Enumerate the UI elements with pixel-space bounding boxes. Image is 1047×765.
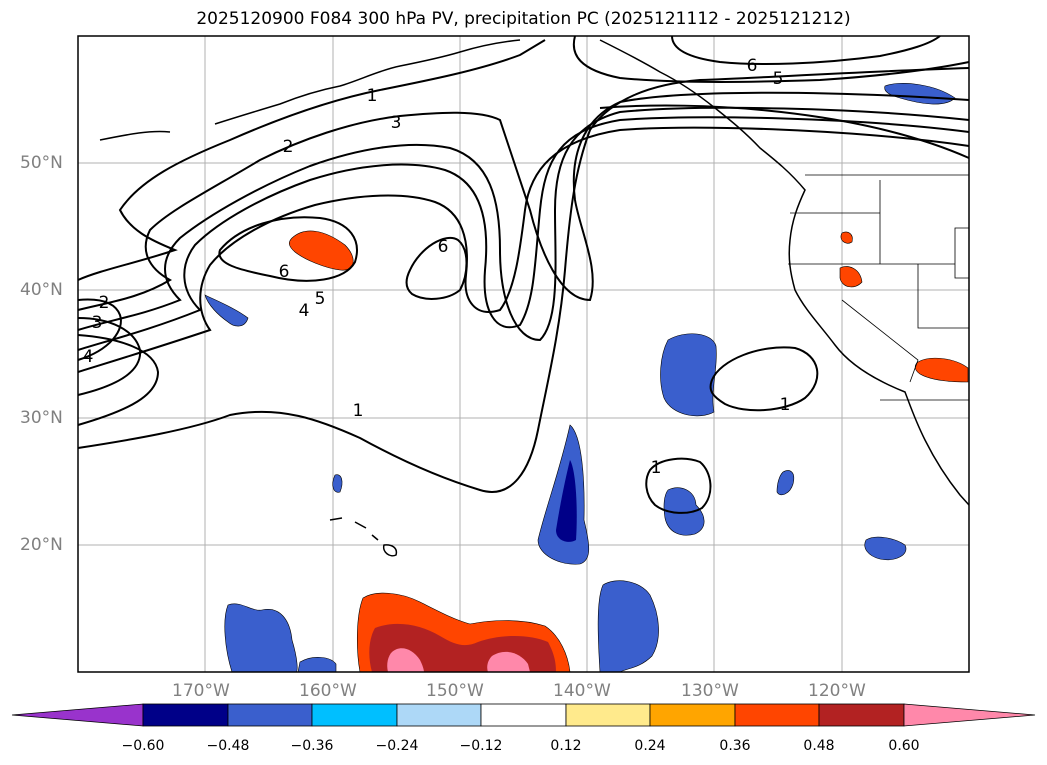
contour-label: 6 [438, 237, 449, 257]
map-frame-bg [78, 36, 969, 672]
colorbar-swatch-4 [396, 703, 482, 727]
contour-ne-extra [599, 104, 970, 159]
precip-neg-south-center [663, 487, 705, 536]
lat-label: 40°N [20, 280, 63, 300]
colorbar-swatch-0 [11, 703, 144, 727]
pv-contours [77, 35, 970, 514]
contour-label: 3 [391, 113, 402, 133]
precip-pos-1 [289, 230, 354, 271]
colorbar-swatch-6 [565, 703, 651, 727]
precip-neg-small-2 [776, 470, 795, 496]
lat-label: 20°N [20, 535, 63, 555]
colorbar-swatch-9 [818, 703, 905, 727]
contour-label: 4 [83, 347, 94, 367]
precip-pos-2 [840, 231, 853, 244]
contour-6-north [671, 35, 941, 65]
colorbar-swatch-2 [227, 703, 313, 727]
contour-4 [77, 116, 970, 351]
contour-label: 3 [92, 313, 103, 333]
colorbar-swatch-1 [142, 703, 229, 727]
colorbar-swatch-10 [903, 703, 1036, 727]
precip-neg-west [204, 294, 249, 327]
colorbar-tick-label: 0.36 [719, 738, 751, 754]
contour-6-center [405, 237, 468, 300]
contour-label: 5 [773, 69, 784, 89]
map-border [77, 35, 970, 673]
precip-neg-south-1 [224, 603, 298, 673]
contour-west-2 [77, 298, 122, 361]
colorbar-swatch-5 [480, 703, 567, 727]
precip-pos-south-core-1 [387, 648, 424, 672]
contour-west-4 [77, 334, 160, 426]
colorbar-tick-label: 0.60 [888, 738, 920, 754]
contour-1-south [645, 457, 712, 514]
coast-alaska [99, 39, 521, 141]
lon-label: 150°W [426, 681, 484, 701]
colorbar [11, 703, 1036, 727]
contour-6-west [218, 216, 358, 282]
coast-hawaii [329, 517, 398, 557]
precip-pos-3 [839, 266, 863, 288]
contour-label: 1 [353, 401, 364, 421]
precip-neg-streak-core [556, 460, 577, 542]
lon-label: 130°W [681, 681, 739, 701]
colorbar-swatch-3 [311, 703, 398, 727]
lat-label: 30°N [20, 408, 63, 428]
contour-3 [77, 106, 970, 342]
colorbar-tick-label: 0.24 [634, 738, 666, 754]
precip-pos-south-core-2 [487, 651, 530, 672]
lon-label: 140°W [553, 681, 611, 701]
border-nv [841, 180, 969, 383]
precip-neg-small-3 [864, 536, 907, 560]
colorbar-tick-label: 0.12 [550, 738, 582, 754]
contour-label: 1 [367, 86, 378, 106]
contour-label: 6 [279, 262, 290, 282]
contour-5-north [572, 35, 970, 83]
lon-label: 120°W [808, 681, 866, 701]
contour-label: 1 [780, 395, 791, 415]
contour-1-outer [77, 67, 970, 493]
contour-labels: 1 2 3 4 5 6 6 6 5 2 3 4 1 1 1 [83, 56, 791, 478]
colorbar-tick-label: 0.48 [803, 738, 835, 754]
colorbar-tick-label: −0.60 [121, 738, 165, 754]
lon-label: 160°W [299, 681, 357, 701]
precip-neg-central-east [660, 333, 717, 417]
state-borders [788, 174, 970, 401]
contour-label: 5 [315, 289, 326, 309]
lon-label: 170°W [172, 681, 230, 701]
precip-neg-south-2 [297, 657, 337, 673]
contour-label: 4 [299, 301, 310, 321]
precip-neg-small-1 [332, 474, 343, 493]
map-title: 2025120900 F084 300 hPa PV, precipitatio… [196, 9, 851, 29]
contour-label: 2 [283, 137, 294, 157]
contour-label: 1 [651, 458, 662, 478]
contour-label: 2 [99, 293, 110, 313]
colorbar-tick-label: −0.48 [206, 738, 250, 754]
colorbar-tick-label: −0.12 [459, 738, 503, 754]
contour-label: 6 [747, 56, 758, 76]
colorbar-swatch-7 [649, 703, 736, 727]
lat-label: 50°N [20, 153, 63, 173]
colorbar-swatch-8 [734, 703, 820, 727]
colorbar-tick-label: −0.36 [290, 738, 334, 754]
contour-1-east [709, 346, 819, 412]
colorbar-tick-label: −0.24 [375, 738, 419, 754]
precip-neg-south-3 [597, 580, 659, 673]
